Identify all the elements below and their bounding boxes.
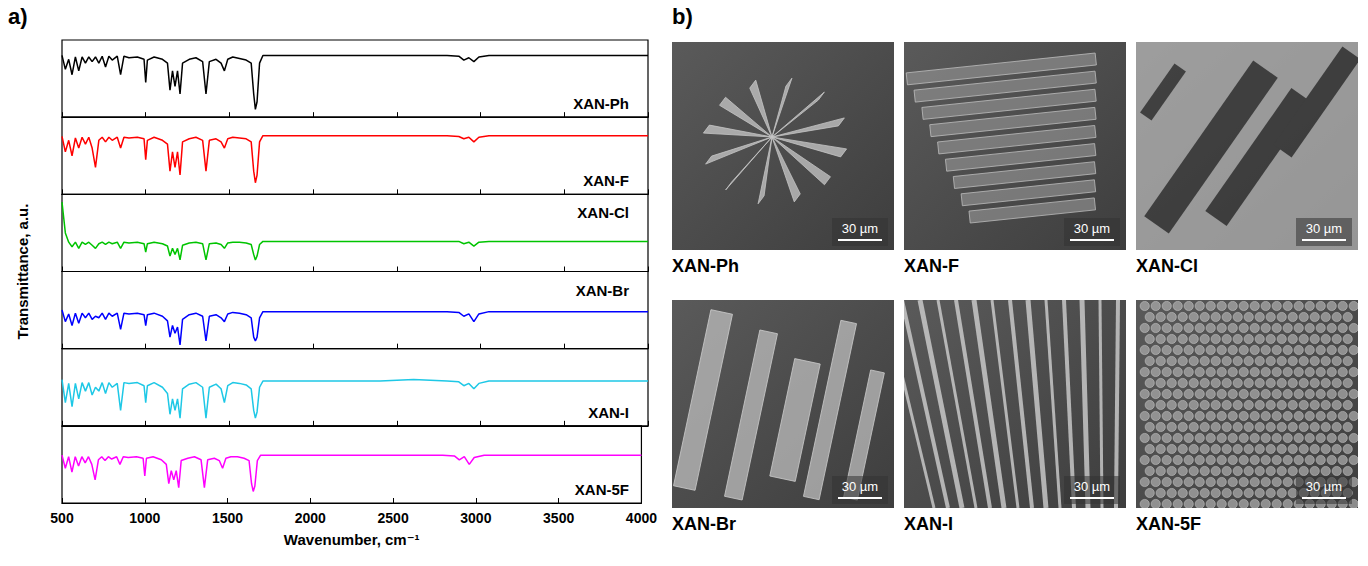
svg-text:XAN-Cl: XAN-Cl xyxy=(577,204,629,221)
html-text:b): b) xyxy=(672,4,693,29)
svg-text:3500: 3500 xyxy=(543,510,574,526)
svg-text:XAN-5F: XAN-5F xyxy=(575,481,629,498)
svg-text:4000: 4000 xyxy=(626,510,657,526)
svg-text:2500: 2500 xyxy=(378,510,409,526)
svg-text:Wavenumber, cm⁻¹: Wavenumber, cm⁻¹ xyxy=(284,531,420,548)
svg-text:30 µm: 30 µm xyxy=(1074,221,1110,236)
html-text:a): a) xyxy=(8,4,28,29)
html-text:XAN-F: XAN-F xyxy=(904,256,959,276)
svg-text:3000: 3000 xyxy=(460,510,491,526)
svg-text:XAN-F: XAN-F xyxy=(583,172,629,189)
svg-text:XAN-I: XAN-I xyxy=(588,404,629,421)
svg-text:1500: 1500 xyxy=(212,510,243,526)
html-text:XAN-Ph: XAN-Ph xyxy=(672,256,739,276)
html-text:XAN-I: XAN-I xyxy=(904,514,953,534)
html-text:XAN-Br: XAN-Br xyxy=(672,514,736,534)
svg-text:30 µm: 30 µm xyxy=(1306,221,1342,236)
svg-text:500: 500 xyxy=(50,510,74,526)
svg-text:Transmittance, a.u.: Transmittance, a.u. xyxy=(14,204,31,340)
html-text:XAN-Cl: XAN-Cl xyxy=(1136,256,1198,276)
svg-text:2000: 2000 xyxy=(295,510,326,526)
svg-text:30 µm: 30 µm xyxy=(842,221,878,236)
svg-text:30 µm: 30 µm xyxy=(1306,479,1342,494)
svg-text:30 µm: 30 µm xyxy=(842,479,878,494)
svg-text:XAN-Br: XAN-Br xyxy=(576,282,629,299)
svg-text:XAN-Ph: XAN-Ph xyxy=(573,95,629,112)
svg-text:30 µm: 30 µm xyxy=(1074,479,1110,494)
html-text:XAN-5F: XAN-5F xyxy=(1136,514,1201,534)
svg-text:1000: 1000 xyxy=(129,510,160,526)
